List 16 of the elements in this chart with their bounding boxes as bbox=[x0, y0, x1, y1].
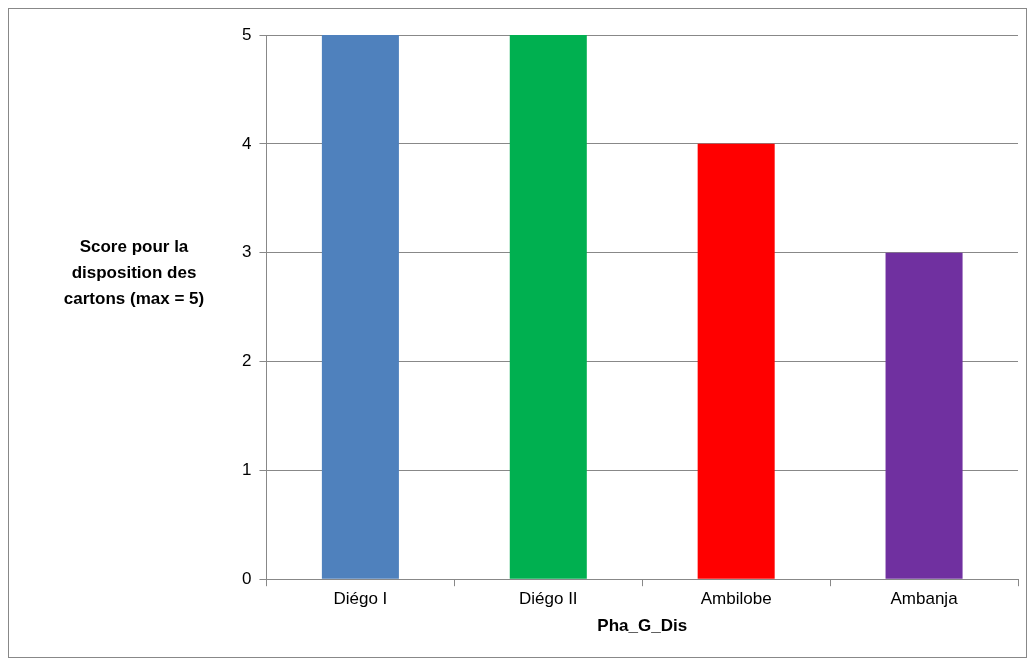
bar bbox=[885, 252, 963, 579]
x-tick-label: Diégo I bbox=[333, 589, 388, 609]
bar bbox=[697, 143, 775, 579]
x-tick-label: Ambanja bbox=[890, 589, 959, 609]
y-tick-label: 1 bbox=[241, 460, 252, 480]
x-tick-label: Diégo II bbox=[518, 589, 578, 609]
x-axis-title: Pha_G_Dis bbox=[597, 616, 688, 636]
y-tick-label: 3 bbox=[241, 242, 252, 262]
y-tick-label: 2 bbox=[241, 351, 252, 371]
bar bbox=[509, 35, 587, 579]
y-tick-label: 4 bbox=[241, 133, 252, 153]
y-axis-title: Score pour la disposition des cartons (max = 5) bbox=[62, 236, 206, 310]
x-tick-label: Ambilobe bbox=[700, 589, 772, 609]
y-tick-label: 5 bbox=[241, 24, 252, 44]
bar bbox=[321, 35, 399, 579]
y-tick-label: 0 bbox=[241, 568, 252, 588]
